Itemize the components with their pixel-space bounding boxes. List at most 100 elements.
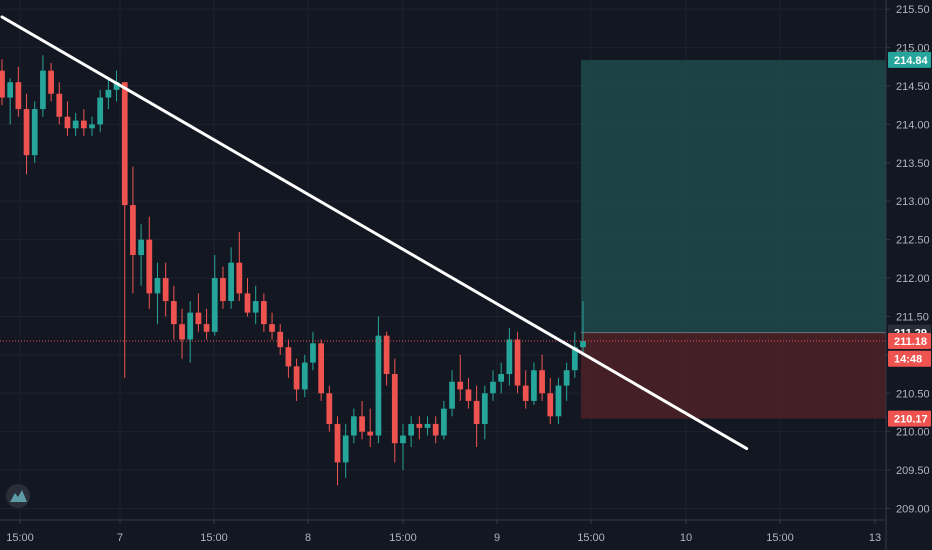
candle-body: [97, 97, 104, 125]
candle-body: [72, 120, 79, 129]
candle-body: [555, 385, 562, 417]
candle: [416, 416, 423, 440]
candle: [432, 416, 439, 444]
logo-circle: [6, 484, 30, 508]
candle: [195, 293, 202, 332]
candle: [367, 408, 374, 448]
price-axis[interactable]: 209.00209.50210.00210.50211.00211.50212.…: [885, 0, 932, 550]
candle: [97, 89, 104, 133]
candle-body: [277, 331, 284, 348]
candle-body: [563, 370, 570, 386]
candle-body: [301, 362, 308, 390]
logo-mark: [10, 490, 27, 502]
candle: [563, 362, 570, 401]
price-tag: 211.18: [888, 333, 931, 350]
candle-body: [400, 435, 406, 444]
candle-body: [318, 343, 325, 394]
candle: [179, 308, 185, 359]
candle: [0, 59, 5, 106]
candle-body: [580, 341, 586, 348]
time-tick-label: 15:00: [200, 532, 228, 544]
candle: [236, 231, 243, 302]
candle-body: [252, 301, 259, 313]
time-tick-label: 9: [494, 532, 500, 544]
candle: [48, 62, 54, 102]
candle-body: [80, 120, 87, 129]
candle-body: [498, 374, 505, 382]
candle-body: [179, 324, 185, 340]
candle-body: [416, 423, 423, 428]
candle-body: [187, 312, 194, 340]
price-tag: 210.17: [888, 410, 931, 427]
candle: [40, 55, 46, 117]
price-tag-label: 14:48: [894, 354, 922, 366]
candle: [80, 109, 87, 136]
candle-body: [539, 370, 545, 394]
price-tag-bg: [888, 51, 931, 68]
candle: [187, 301, 194, 363]
candle: [400, 423, 406, 471]
candle: [252, 285, 259, 325]
candle-body: [64, 116, 71, 129]
price-tag-label: 214.84: [894, 55, 929, 67]
candle-body: [170, 301, 177, 325]
candle: [441, 400, 447, 440]
price-tick-label: 210.00: [896, 427, 930, 439]
candle: [531, 362, 537, 405]
candle-body: [383, 335, 390, 375]
candle: [89, 116, 95, 136]
candle-body: [408, 423, 415, 436]
candle: [64, 101, 71, 136]
candle-body: [154, 278, 161, 294]
candle: [457, 354, 464, 401]
candle: [228, 247, 234, 309]
candle-body: [514, 339, 521, 386]
candle: [539, 354, 545, 401]
candle-body: [244, 293, 251, 313]
candle: [146, 216, 153, 309]
candle: [244, 278, 251, 317]
price-tick-label: 210.50: [896, 388, 930, 400]
price-tag-bg: [888, 350, 931, 367]
position-zones[interactable]: [581, 59, 886, 419]
price-tick-label: 214.00: [896, 119, 930, 131]
candle: [391, 358, 398, 463]
time-tick-label: 15:00: [389, 532, 417, 544]
candle: [498, 362, 505, 394]
candle: [473, 385, 480, 448]
candle: [130, 166, 136, 294]
candle-body: [367, 431, 374, 436]
candle: [481, 385, 488, 440]
candle: [424, 416, 431, 436]
candle-body: [506, 339, 513, 375]
candle: [203, 308, 210, 340]
candle-body: [130, 205, 136, 256]
time-tick-label: 10: [680, 532, 692, 544]
candle: [465, 377, 472, 409]
stop-zone[interactable]: [581, 332, 886, 419]
time-tick-label: 13: [869, 532, 881, 544]
candle: [359, 400, 365, 440]
candle: [72, 112, 79, 136]
candle-body: [260, 301, 267, 325]
candle: [375, 316, 382, 444]
candle-body: [89, 124, 95, 129]
candle-body: [162, 278, 169, 302]
candle: [269, 312, 275, 340]
price-tick-label: 212.00: [896, 273, 930, 285]
target-zone[interactable]: [581, 59, 886, 333]
trendline: [0, 15, 749, 451]
candle: [105, 78, 112, 110]
candle-body: [457, 381, 464, 390]
time-axis[interactable]: 15:00 7 15:00 8 15:00 9 15:00 10 15:00 13: [0, 519, 886, 544]
candle-body: [121, 82, 128, 206]
candle-body: [113, 82, 120, 90]
candle: [121, 82, 128, 378]
candle-body: [269, 324, 275, 332]
tradingview-logo-icon[interactable]: [6, 484, 30, 508]
time-tick-label: 7: [117, 532, 123, 544]
candle: [285, 339, 292, 378]
